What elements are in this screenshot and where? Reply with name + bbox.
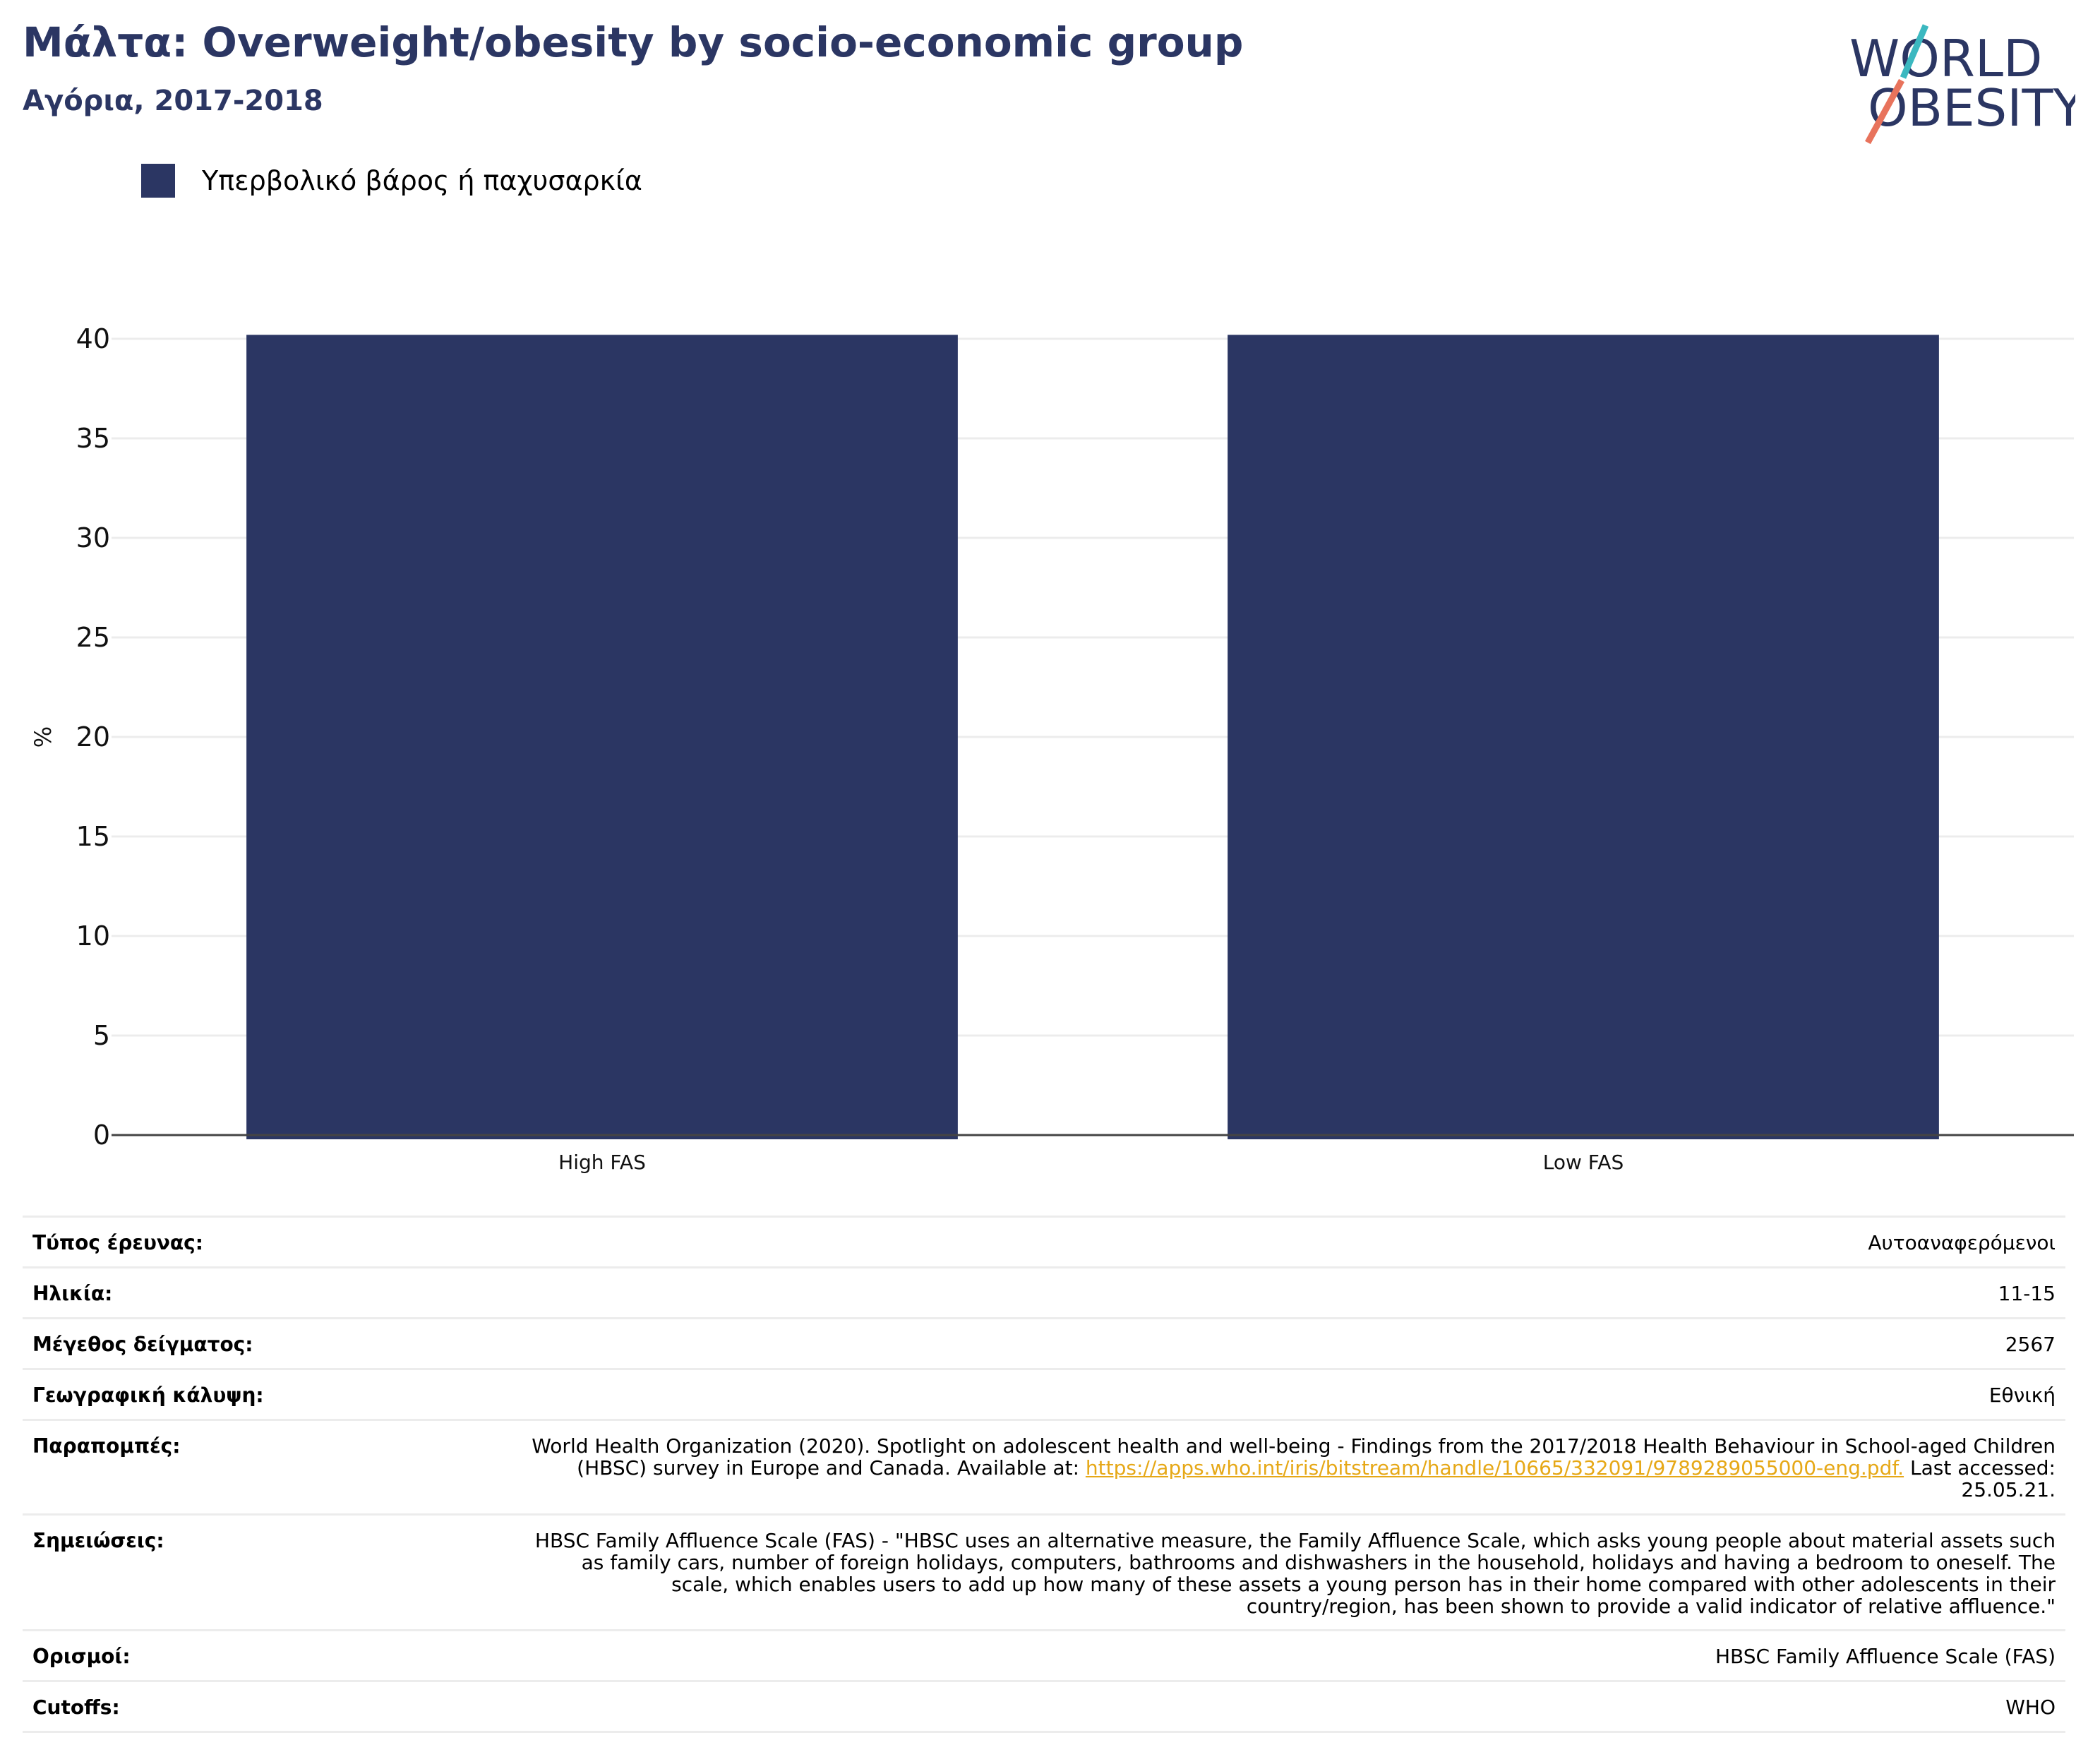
y-tick-label: 5 xyxy=(93,1020,110,1051)
meta-row-cutoffs: Cutoffs: WHO xyxy=(23,1682,2065,1733)
chart-title: Μάλτα: Overweight/obesity by socio-econo… xyxy=(23,18,1244,66)
meta-value-definitions: HBSC Family Affluence Scale (FAS) xyxy=(1715,1645,2056,1668)
meta-key-definitions: Ορισμοί: xyxy=(32,1645,131,1668)
meta-value-sample-size: 2567 xyxy=(2005,1333,2056,1356)
y-axis-label: % xyxy=(30,726,56,748)
y-tick-label: 35 xyxy=(76,423,110,454)
references-text: World Health Organization (2020). Spotli… xyxy=(532,1434,2056,1480)
logo-word-world: WORLD xyxy=(1849,29,2042,88)
meta-row-survey-type: Τύπος έρευνας: Αυτοαναφερόμενοι xyxy=(23,1218,2065,1268)
meta-row-coverage: Γεωγραφική κάλυψη: Εθνική xyxy=(23,1370,2065,1421)
y-tick-label: 15 xyxy=(76,821,110,852)
y-tick-label: 40 xyxy=(76,323,110,354)
logo-slash-teal xyxy=(1900,24,1929,79)
meta-key-age: Ηλικία: xyxy=(32,1282,113,1305)
y-tick-label: 20 xyxy=(76,721,110,752)
chart-subtitle: Αγόρια, 2017-2018 xyxy=(23,85,323,117)
y-tick-label: 10 xyxy=(76,920,110,952)
meta-value-cutoffs: WHO xyxy=(2005,1696,2056,1719)
y-tick-label: 30 xyxy=(76,522,110,553)
world-obesity-logo: WORLD OBESITY xyxy=(1849,24,2075,145)
metadata-table: Τύπος έρευνας: Αυτοαναφερόμενοι Ηλικία: … xyxy=(23,1216,2065,1733)
meta-key-references: Παραπομπές: xyxy=(32,1434,181,1458)
y-tick-label: 0 xyxy=(93,1120,110,1151)
bar xyxy=(1228,335,1939,1139)
logo-word-obesity: OBESITY xyxy=(1868,78,2075,138)
meta-key-sample-size: Μέγεθος δείγματος: xyxy=(32,1333,253,1356)
meta-row-age: Ηλικία: 11-15 xyxy=(23,1268,2065,1319)
meta-row-notes: Σημειώσεις: HBSC Family Affluence Scale … xyxy=(23,1516,2065,1631)
meta-row-references: Παραπομπές: World Health Organization (2… xyxy=(23,1421,2065,1516)
meta-value-age: 11-15 xyxy=(1998,1282,2056,1305)
meta-value-references: World Health Organization (2020). Spotli… xyxy=(527,1435,2056,1501)
meta-key-coverage: Γεωγραφική κάλυψη: xyxy=(32,1384,264,1407)
meta-row-definitions: Ορισμοί: HBSC Family Affluence Scale (FA… xyxy=(23,1631,2065,1682)
meta-key-notes: Σημειώσεις: xyxy=(32,1529,164,1552)
meta-key-survey-type: Τύπος έρευνας: xyxy=(32,1231,203,1254)
bar-chart: 0 5 10 15 20 25 30 35 40% High FAS Low FAS xyxy=(30,323,2074,1174)
references-link[interactable]: https://apps.who.int/iris/bitstream/hand… xyxy=(1085,1456,1904,1480)
meta-row-sample-size: Μέγεθος δείγματος: 2567 xyxy=(23,1319,2065,1370)
legend-swatch xyxy=(141,164,175,198)
logo-slash-coral xyxy=(1865,78,1904,145)
x-tick-label: Low FAS xyxy=(1543,1151,1624,1174)
references-accessed: Last accessed: 25.05.21. xyxy=(1904,1456,2056,1501)
meta-value-coverage: Εθνική xyxy=(1988,1384,2056,1407)
x-tick-label: High FAS xyxy=(558,1151,646,1174)
bar xyxy=(246,335,958,1139)
chart-legend: Υπερβολικό βάρος ή παχυσαρκία xyxy=(141,164,642,198)
y-tick-label: 25 xyxy=(76,622,110,653)
meta-key-cutoffs: Cutoffs: xyxy=(32,1696,120,1719)
meta-value-survey-type: Αυτοαναφερόμενοι xyxy=(1868,1231,2056,1254)
meta-value-notes: HBSC Family Affluence Scale (FAS) - "HBS… xyxy=(534,1529,2056,1618)
legend-label: Υπερβολικό βάρος ή παχυσαρκία xyxy=(202,165,642,196)
